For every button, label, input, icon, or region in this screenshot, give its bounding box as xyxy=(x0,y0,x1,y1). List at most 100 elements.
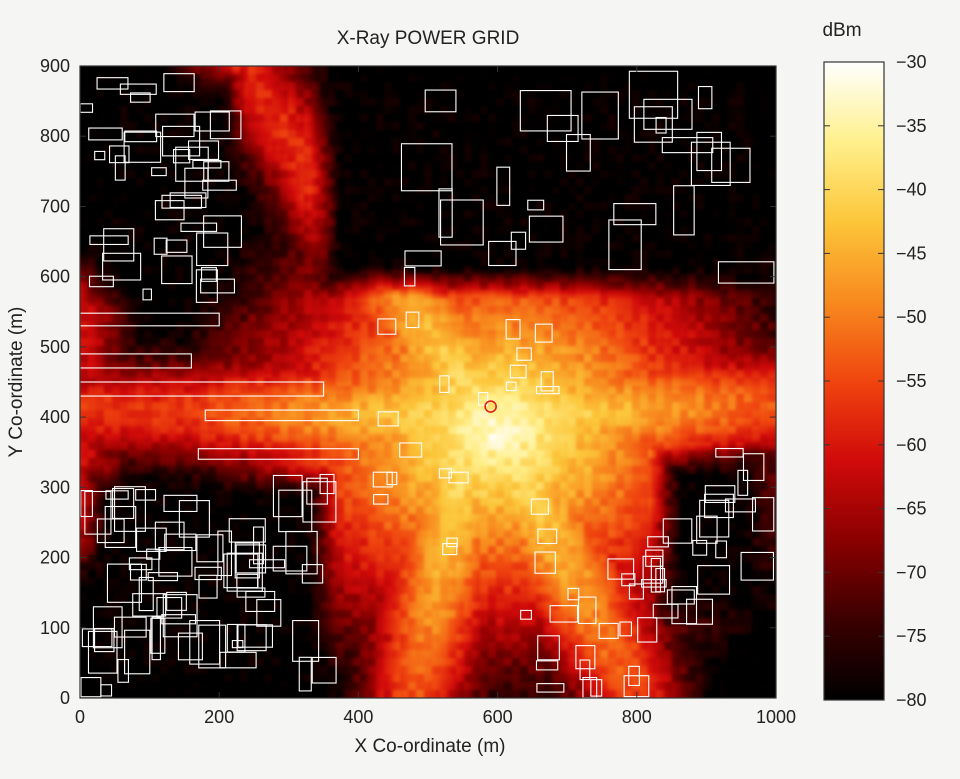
building-outline xyxy=(136,527,167,552)
x-axis: 0 200 400 600 800 1000 xyxy=(75,66,796,727)
transmitter-marker xyxy=(484,400,497,413)
building-outline xyxy=(377,411,399,427)
building-outline xyxy=(158,546,193,577)
colorbar-tick-label: −40 xyxy=(896,180,927,200)
building-outline xyxy=(128,557,153,571)
building-outline xyxy=(690,141,731,187)
building-outline xyxy=(117,658,129,683)
building-outline xyxy=(187,140,220,160)
building-outline xyxy=(724,498,756,513)
building-outline xyxy=(534,323,553,343)
building-outline xyxy=(535,385,560,395)
building-outline xyxy=(306,477,328,505)
building-outline xyxy=(621,573,636,587)
building-outline xyxy=(155,113,195,138)
x-tick-label: 1000 xyxy=(756,707,796,727)
building-outline xyxy=(537,635,560,661)
building-outline xyxy=(154,200,185,221)
building-outline xyxy=(446,537,458,548)
colorbar-tick-label: −65 xyxy=(896,499,927,519)
colorbar-tick-label: −45 xyxy=(896,243,927,263)
building-outline xyxy=(540,371,554,392)
y-tick-label: 100 xyxy=(40,618,70,638)
building-outline xyxy=(711,147,751,183)
building-outline xyxy=(154,521,185,551)
building-outline xyxy=(535,660,559,671)
colorbar-tick-label: −60 xyxy=(896,435,927,455)
building-outline xyxy=(114,486,146,532)
building-outline xyxy=(697,86,713,110)
building-outline xyxy=(153,237,168,255)
building-outline xyxy=(666,589,695,605)
building-outline xyxy=(138,576,154,612)
building-outline xyxy=(228,518,266,543)
building-outline xyxy=(177,632,203,661)
building-outline xyxy=(530,498,549,515)
building-outline xyxy=(386,471,398,486)
building-outline xyxy=(715,540,728,559)
building-outline xyxy=(438,468,452,479)
building-outline xyxy=(172,148,191,164)
building-outline xyxy=(704,485,736,503)
building-outline xyxy=(102,252,142,281)
building-outline xyxy=(673,185,695,236)
building-outline xyxy=(236,573,259,589)
x-axis-label: X Co-ordinate (m) xyxy=(355,736,506,757)
building-outline xyxy=(209,110,242,140)
x-tick-label: 0 xyxy=(75,707,85,727)
building-outline xyxy=(377,318,397,335)
building-outline xyxy=(88,127,123,141)
building-outline xyxy=(692,539,708,556)
building-outline xyxy=(204,409,359,422)
building-outline xyxy=(403,266,416,287)
building-outline xyxy=(80,381,325,397)
building-outline xyxy=(124,629,151,675)
y-axis-label: Y Co-ordinate (m) xyxy=(6,307,27,458)
building-outline xyxy=(737,469,749,496)
building-outline xyxy=(442,543,458,556)
building-outline xyxy=(189,619,221,665)
y-tick-label: 300 xyxy=(40,477,70,497)
building-outline xyxy=(655,116,667,134)
building-outline xyxy=(94,627,115,653)
building-outline xyxy=(235,544,267,574)
plot-area xyxy=(79,65,777,699)
building-outline xyxy=(643,98,693,130)
building-outline xyxy=(146,548,161,560)
building-outline xyxy=(608,219,642,271)
building-outline xyxy=(527,199,545,211)
building-outline xyxy=(686,598,714,625)
building-outline xyxy=(147,572,179,582)
y-tick-label: 700 xyxy=(40,196,70,216)
building-outline xyxy=(520,609,532,620)
building-outline xyxy=(80,490,93,518)
building-outline xyxy=(628,583,644,600)
building-outline xyxy=(496,166,511,206)
building-outline xyxy=(372,471,393,488)
building-outline xyxy=(156,596,183,619)
building-outline xyxy=(194,111,230,132)
building-outline xyxy=(565,133,591,172)
building-outline xyxy=(577,596,597,625)
building-outline xyxy=(142,288,152,301)
building-outline xyxy=(628,70,679,119)
building-outline xyxy=(96,518,125,544)
building-outline xyxy=(198,574,218,599)
colorbar-tick-label: −35 xyxy=(896,116,927,136)
x-tick-label: 800 xyxy=(622,707,652,727)
building-outline xyxy=(575,645,596,670)
plot-frame xyxy=(79,65,777,699)
building-outline xyxy=(164,533,197,552)
building-outline xyxy=(405,311,420,329)
building-outline xyxy=(652,603,679,619)
building-outline xyxy=(163,73,195,93)
building-outline xyxy=(178,500,210,538)
colorbar-bar xyxy=(823,61,885,701)
building-outline xyxy=(704,493,734,519)
building-outline xyxy=(640,579,667,588)
building-outline xyxy=(132,593,167,617)
building-outline xyxy=(202,179,237,191)
y-tick-label: 600 xyxy=(40,267,70,287)
building-outline xyxy=(165,239,188,253)
